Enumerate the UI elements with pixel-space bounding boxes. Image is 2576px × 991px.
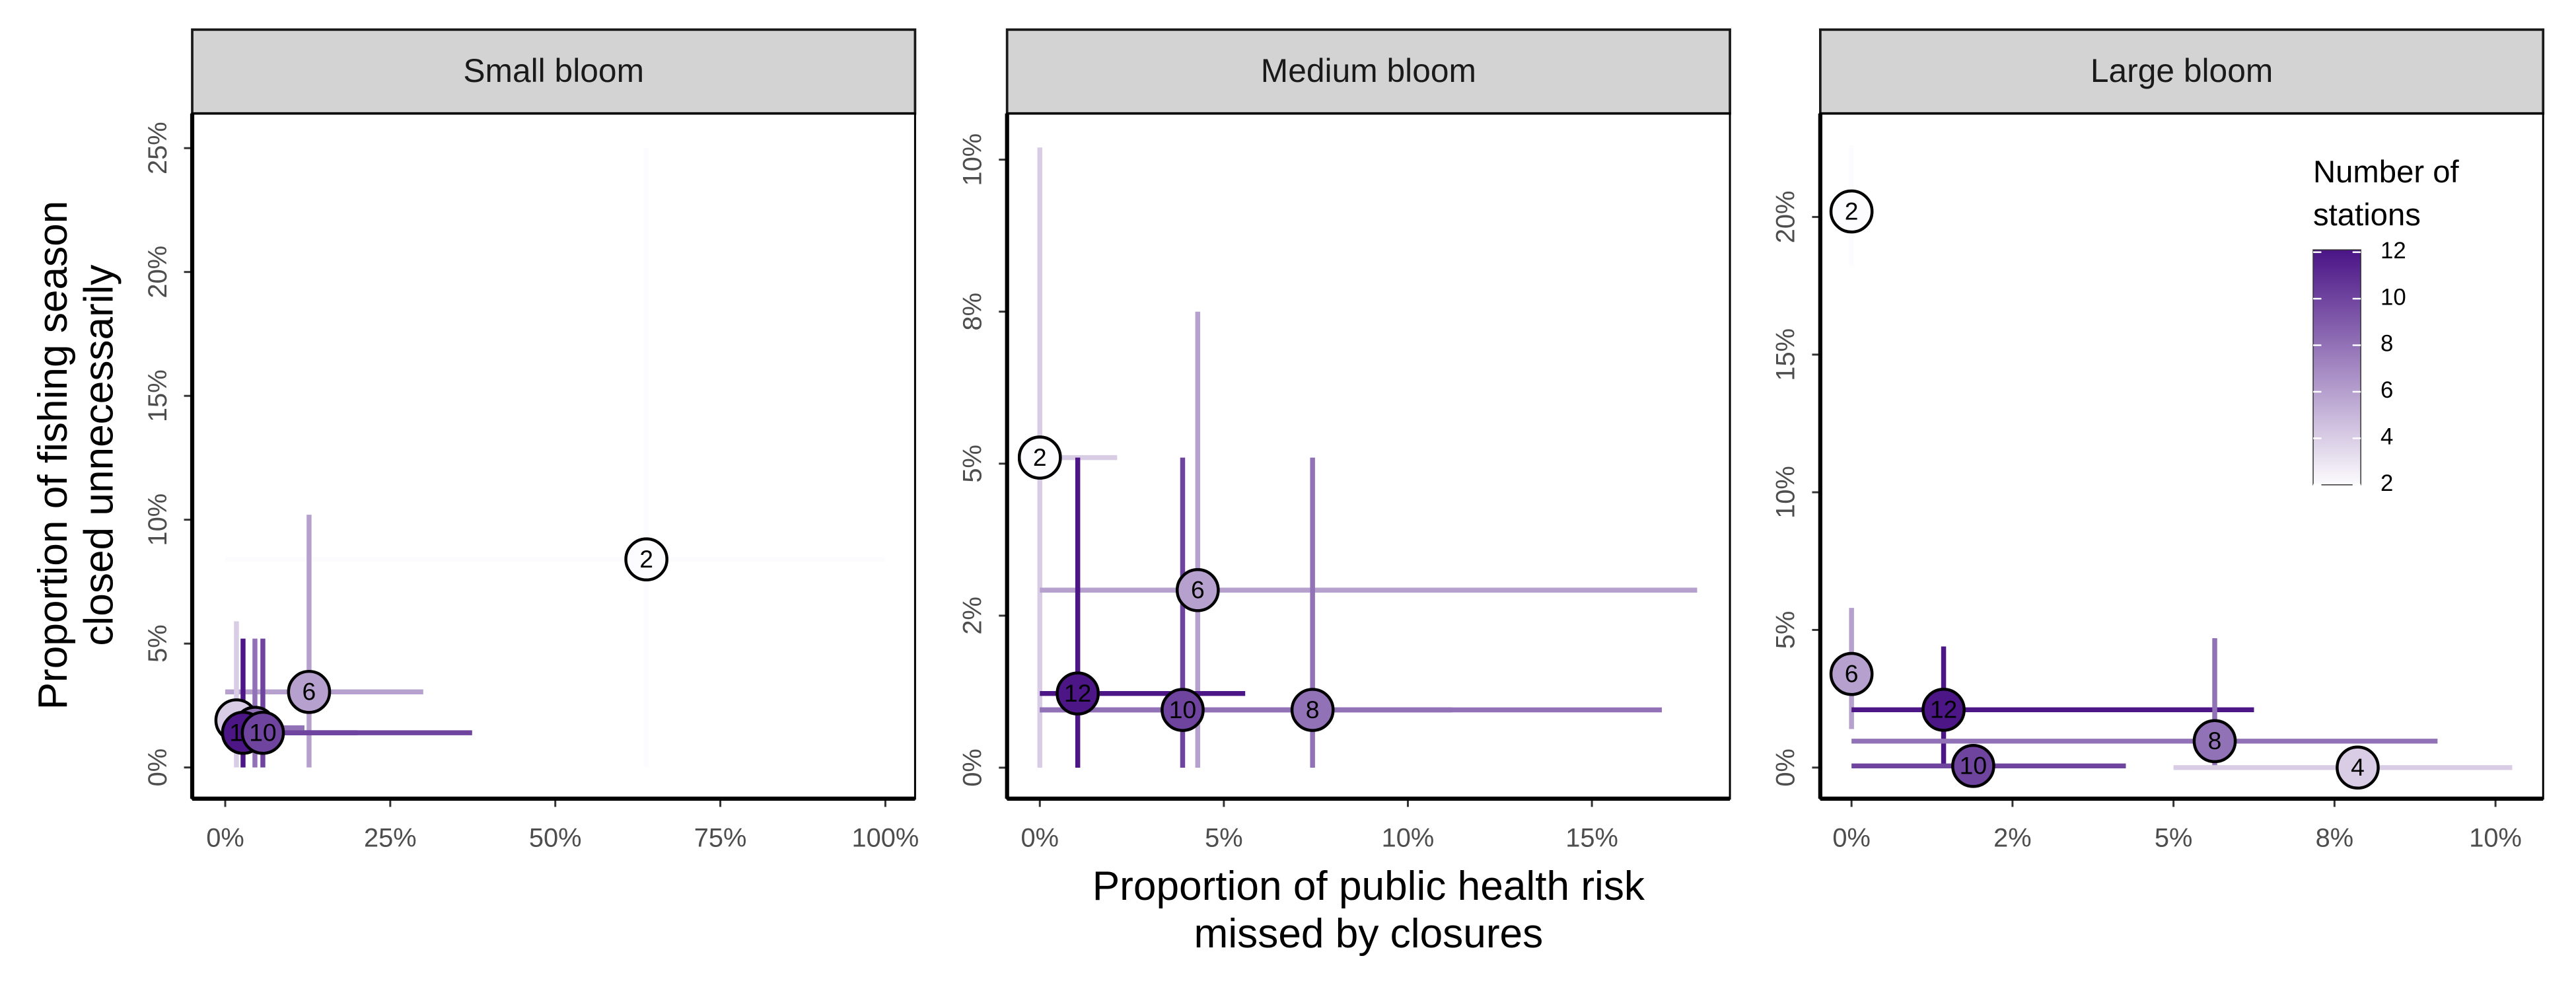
x-tick-label: 50% [529, 824, 582, 853]
point-label: 4 [2351, 753, 2365, 781]
point [1829, 651, 1874, 696]
y-tick-label: 8% [958, 293, 987, 330]
x-tick-label: 100% [852, 824, 919, 853]
x-tick-label: 10% [2469, 824, 2522, 853]
x-tick-label: 75% [694, 824, 747, 853]
point-label: 8 [2208, 727, 2222, 754]
point-label: 12 [1064, 679, 1092, 707]
x-tick-label: 8% [2316, 824, 2353, 853]
colorbar-tick-label: 12 [2380, 238, 2406, 264]
point-label: 2 [1033, 443, 1047, 471]
y-tick-label: 20% [143, 246, 172, 299]
x-axis-title: missed by closures [1194, 911, 1544, 957]
x-tick-label: 25% [364, 824, 417, 853]
point [1290, 688, 1335, 732]
point [1055, 671, 1100, 716]
y-tick-label: 5% [143, 624, 172, 663]
point [240, 710, 285, 755]
point-label: 2 [639, 545, 653, 573]
y-tick-label: 15% [143, 369, 172, 422]
y-tick-label: 10% [958, 133, 987, 186]
facet-strip [1819, 28, 2545, 115]
point-label: 8 [1306, 696, 1320, 723]
facet-title: Small bloom [463, 52, 644, 89]
colorbar-tick-label: 8 [2380, 331, 2393, 357]
y-tick-label: 0% [143, 749, 172, 787]
point-label: 10 [1169, 696, 1197, 723]
point [1175, 568, 1220, 612]
point-label: 6 [1845, 659, 1859, 687]
y-axis-title: Proportion of fishing season [30, 201, 76, 710]
x-tick-label: 0% [1832, 824, 1871, 853]
colorbar-tick-label: 4 [2380, 424, 2393, 450]
point-label: 10 [1960, 752, 1987, 780]
legend-title: stations [2313, 198, 2421, 233]
x-tick-label: 5% [1205, 824, 1242, 853]
point-label: 6 [303, 678, 316, 706]
y-tick-label: 15% [1771, 328, 1801, 381]
facet-strip [1005, 28, 1731, 115]
point [287, 669, 332, 714]
point [1829, 189, 1874, 234]
point [624, 537, 668, 581]
x-tick-label: 0% [206, 824, 244, 853]
y-tick-label: 0% [958, 749, 987, 786]
x-tick-label: 0% [1021, 824, 1059, 853]
facet-title: Large bloom [2091, 52, 2273, 89]
y-axis-title: closed unnecessarily [77, 264, 122, 645]
x-tick-label: 15% [1565, 824, 1618, 853]
point-label: 12 [1930, 696, 1958, 723]
y-tick-label: 5% [1771, 611, 1801, 649]
colorbar [2312, 249, 2361, 486]
point [2192, 719, 2237, 764]
colorbar-tick-label: 10 [2380, 284, 2406, 310]
facet-title: Medium bloom [1261, 52, 1476, 89]
point [2336, 745, 2380, 790]
y-tick-label: 0% [1771, 749, 1801, 786]
y-tick-label: 25% [143, 122, 172, 174]
x-tick-label: 2% [1993, 824, 2031, 853]
x-tick-label: 10% [1382, 824, 1435, 853]
colorbar-tick-label: 6 [2380, 377, 2393, 403]
y-tick-label: 10% [143, 494, 172, 546]
y-tick-label: 2% [958, 597, 987, 634]
legend-title: Number of [2313, 155, 2459, 190]
x-axis-title: Proportion of public health risk [1092, 863, 1645, 909]
facet-strip [191, 28, 917, 115]
colorbar-tick-label: 2 [2380, 470, 2393, 496]
y-tick-label: 10% [1771, 466, 1801, 519]
point [1951, 743, 1995, 788]
point-label: 10 [249, 718, 277, 746]
y-tick-label: 5% [958, 445, 987, 482]
point-label: 2 [1845, 197, 1859, 225]
point-label: 6 [1191, 576, 1205, 604]
x-tick-label: 5% [2155, 824, 2192, 853]
y-tick-label: 20% [1771, 191, 1801, 244]
point [1017, 435, 1062, 480]
point [1921, 687, 1966, 732]
point [1161, 688, 1205, 732]
